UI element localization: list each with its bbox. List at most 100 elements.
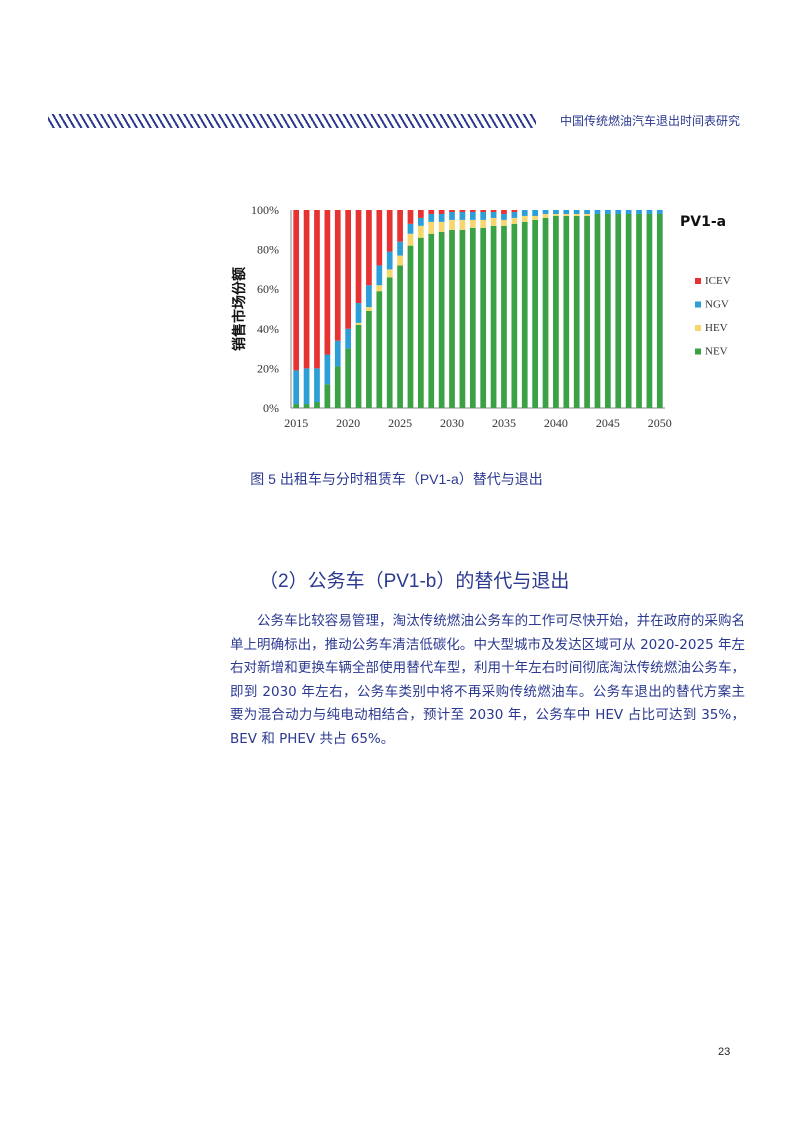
bar-segment-nev (490, 225, 497, 408)
bar-segment-nev (563, 215, 570, 408)
bar-segment-ngv (314, 368, 320, 403)
x-tick-label: 2040 (544, 416, 568, 430)
bar-segment-ngv (636, 210, 642, 214)
bar-segment-ngv (490, 211, 497, 218)
bar-segment-nev (501, 225, 507, 408)
bar-segment-nev (303, 404, 310, 408)
bar-segment-hev (407, 233, 414, 246)
y-axis-title: 销售市场份额 (231, 267, 248, 351)
bar-segment-ngv (345, 328, 351, 349)
x-tick-label: 2045 (596, 416, 620, 430)
bar-segment-icev (386, 210, 393, 252)
bar-segment-ngv (605, 210, 611, 214)
chart-title: PV1-a (680, 214, 726, 230)
bar-segment-hev (469, 219, 476, 228)
bar-segment-nev (511, 223, 518, 408)
bar-segment-icev (511, 210, 518, 212)
bar-segment-hev (532, 215, 538, 220)
bar-segment-ngv (397, 241, 403, 256)
section-heading: （2）公务车（PV1-b）的替代与退出 (259, 571, 570, 592)
bar-segment-ngv (511, 211, 518, 218)
bar-segment-ngv (501, 213, 507, 220)
bar-segment-ngv (563, 210, 570, 214)
y-tick-label: 40% (257, 322, 279, 336)
bar-segment-ngv (407, 223, 414, 234)
bar-segment-hev (501, 219, 507, 226)
bar-segment-nev (293, 404, 300, 408)
bar-segment-ngv (303, 368, 310, 405)
bar-segment-icev (324, 210, 331, 355)
bar-segment-icev (314, 210, 320, 369)
bar-segment-hev (438, 221, 445, 232)
legend-swatch-nev (695, 348, 701, 355)
bar-segment-icev (345, 210, 351, 329)
bar-segment-nev (480, 227, 487, 408)
running-header-title: 中国传统燃油汽车退出时间表研究 (560, 114, 741, 128)
bar-segment-ngv (553, 210, 559, 214)
bar-segment-ngv (324, 354, 331, 385)
bar-segment-nev (386, 277, 393, 408)
bar-segment-icev (480, 210, 487, 212)
body-paragraph: 公务车比较容易管理，淘汰传统燃油公务车的工作可尽快开始，并在政府的采购名单上明确… (230, 613, 745, 747)
stacked-bar-chart: 0% 20% 40% 60% 80% 100% 2015 2020 2025 2030 2035 20… (231, 203, 731, 430)
bar-segment-ngv (418, 217, 424, 226)
bar-segment-ngv (459, 211, 466, 220)
bar-segment-ngv (532, 210, 538, 216)
bar-segment-ngv (594, 210, 601, 214)
bar-segment-hev (428, 221, 435, 234)
bar-segment-ngv (625, 210, 632, 214)
bar-segment-nev (594, 213, 601, 408)
legend-label-nev: NEV (705, 346, 728, 358)
y-tick-label: 100% (251, 203, 279, 217)
bar-segment-hev (366, 307, 372, 311)
bar-segment-hev (397, 255, 403, 266)
bar-segment-hev (376, 285, 383, 292)
bar-segment-hev (573, 213, 580, 216)
bar-segment-ngv (646, 210, 653, 214)
bar-segment-nev (542, 217, 549, 408)
bar-segment-ngv (428, 213, 435, 222)
bar-segment-nev (407, 245, 414, 408)
bar-segment-icev (490, 210, 497, 212)
header-stripes (48, 114, 536, 128)
bar-segment-hev (542, 213, 549, 218)
bar-segment-nev (345, 348, 351, 408)
bar-segment-nev (584, 215, 590, 408)
bar-segment-nev (636, 213, 642, 408)
x-tick-label: 2025 (388, 416, 412, 430)
bar-segment-ngv (615, 210, 622, 214)
bar-segment-hev (490, 217, 497, 226)
bar-segment-nev (397, 265, 403, 408)
bar-segment-nev (615, 213, 622, 408)
bar-segment-nev (376, 291, 383, 408)
bar-segment-icev (366, 210, 372, 286)
bar-segment-nev (314, 402, 320, 408)
legend-label-ngv: NGV (705, 299, 729, 311)
x-tick-label: 2015 (284, 416, 308, 430)
x-tick-label: 2050 (648, 416, 672, 430)
bar-segment-icev (303, 210, 310, 369)
bar-segment-hev (553, 213, 559, 216)
x-tick-label: 2035 (492, 416, 516, 430)
bar-segment-hev (459, 219, 466, 230)
bar-segment-nev (605, 213, 611, 408)
legend-label-hev: HEV (705, 322, 728, 334)
bar-segment-nev (428, 233, 435, 408)
y-tick-label: 20% (257, 361, 279, 375)
bar-segment-hev (386, 269, 393, 278)
bar-segment-hev (449, 219, 455, 230)
bar-segment-nev (532, 219, 538, 408)
bar-segment-hev (480, 219, 487, 228)
bar-segment-ngv (480, 211, 487, 220)
bar-segment-ngv (366, 285, 372, 308)
bar-segment-nev (521, 221, 528, 408)
bar-segment-nev (438, 231, 445, 408)
y-tick-label: 80% (257, 243, 279, 257)
bar-segment-icev (376, 210, 383, 266)
bar-segment-ngv (449, 211, 455, 220)
bar-segment-icev (355, 210, 362, 304)
bar-segment-hev (584, 213, 590, 216)
bar-segment-icev (407, 210, 414, 224)
y-tick-label: 60% (257, 282, 279, 296)
bar-segment-icev (459, 210, 466, 212)
